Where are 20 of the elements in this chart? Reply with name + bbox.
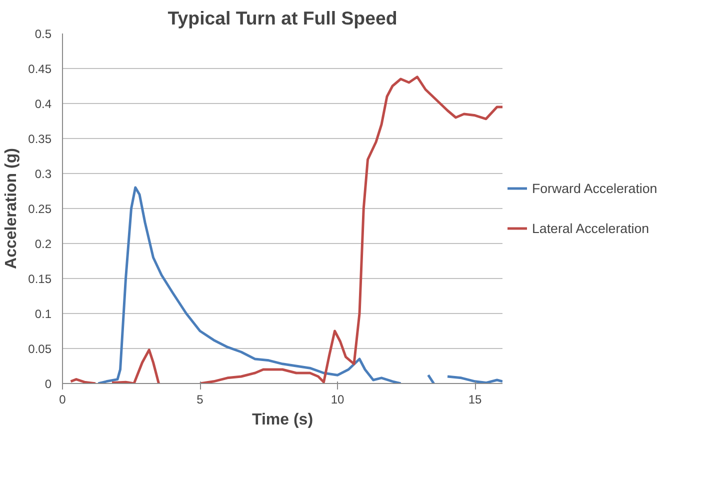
y-tick-label: 0.25	[28, 202, 52, 216]
x-axis-title: Time (s)	[252, 412, 314, 428]
y-tick-label: 0.1	[34, 307, 52, 321]
y-tick-label: 0.2	[34, 237, 52, 251]
chart-title: Typical Turn at Full Speed	[168, 8, 398, 28]
x-tick-label: 10	[330, 392, 344, 406]
x-tick-label: 0	[59, 392, 66, 406]
y-tick-label: 0.05	[28, 342, 52, 356]
legend-label: Lateral Acceleration	[532, 220, 650, 236]
y-tick-label: 0	[44, 377, 52, 391]
y-tick-label: 0.35	[28, 132, 52, 146]
y-tick-label: 0.4	[34, 97, 52, 111]
y-tick-label: 0.45	[28, 62, 52, 76]
y-tick-label: 0.5	[34, 27, 52, 41]
x-tick-label: 5	[196, 392, 204, 406]
y-tick-label: 0.3	[34, 167, 52, 181]
legend-label: Forward Acceleration	[532, 180, 658, 196]
x-tick-label: 15	[468, 392, 482, 406]
y-axis-title: Acceleration (g)	[3, 148, 20, 269]
y-tick-label: 0.15	[28, 272, 52, 286]
